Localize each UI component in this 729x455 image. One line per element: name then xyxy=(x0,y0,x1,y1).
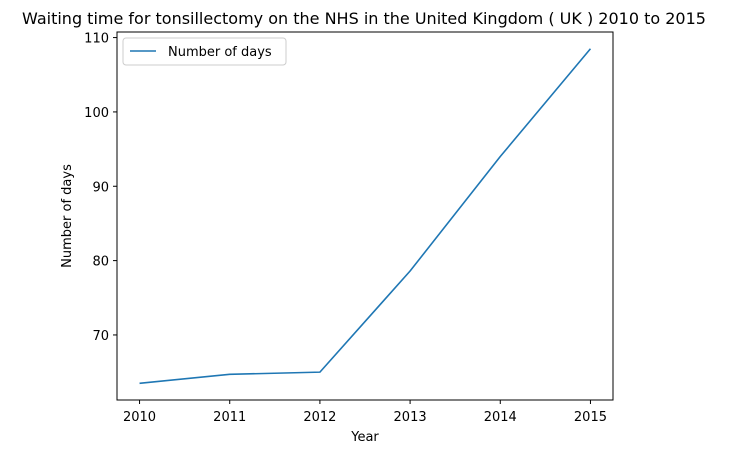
y-tick-label: 100 xyxy=(84,106,109,121)
x-tick-label: 2010 xyxy=(123,410,156,425)
x-tick-label: 2013 xyxy=(394,410,427,425)
y-axis: 70 80 90 100 110 xyxy=(84,32,117,344)
y-axis-label: Number of days xyxy=(60,164,75,268)
x-tick-label: 2014 xyxy=(484,410,517,425)
y-tick-label: 70 xyxy=(92,329,109,344)
series-layer xyxy=(139,48,592,385)
plot-area-frame xyxy=(116,31,614,401)
legend-box xyxy=(122,37,287,66)
x-tick-label: 2011 xyxy=(213,410,246,425)
x-axis-label: Year xyxy=(350,430,379,445)
x-tick-label: 2015 xyxy=(574,410,607,425)
legend-label: Number of days xyxy=(168,45,272,60)
y-tick-label: 80 xyxy=(92,255,109,270)
chart-title: Waiting time for tonsillectomy on the NH… xyxy=(22,9,706,28)
x-tick-label: 2012 xyxy=(303,410,336,425)
series-line xyxy=(139,48,592,385)
y-tick-label: 110 xyxy=(84,32,109,47)
legend: Number of days xyxy=(122,37,287,66)
y-tick-label: 90 xyxy=(92,180,109,195)
x-axis: 2010 2011 2012 2013 2014 2015 xyxy=(123,400,607,425)
